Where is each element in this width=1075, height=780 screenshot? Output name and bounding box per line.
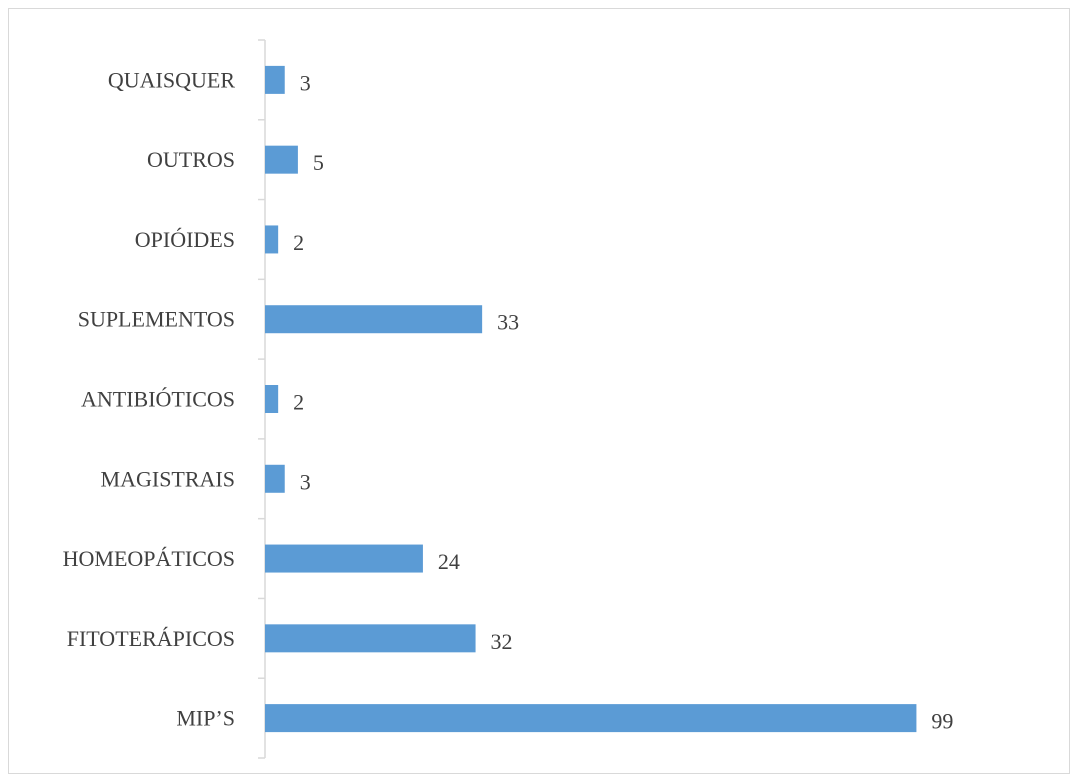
bar: [265, 145, 298, 174]
data-label: 3: [300, 70, 311, 95]
data-label: 33: [497, 310, 519, 335]
category-label: HOMEOPÁTICOS: [63, 546, 235, 571]
data-label: 32: [491, 629, 513, 654]
chart-frame: [8, 8, 1070, 774]
bar: [265, 65, 285, 94]
data-label: 5: [313, 150, 324, 175]
category-label: OPIÓIDES: [135, 227, 235, 252]
bar: [265, 385, 279, 413]
category-label: SUPLEMENTOS: [78, 307, 235, 332]
data-label: 3: [300, 469, 311, 494]
category-label: FITOTERÁPICOS: [67, 626, 235, 651]
bar: [265, 624, 476, 653]
category-label: MIP’S: [176, 706, 235, 731]
data-label: 2: [293, 230, 304, 255]
bar: [265, 305, 483, 334]
data-label: 99: [931, 709, 953, 734]
category-label: QUAISQUER: [108, 67, 235, 92]
bar: [265, 225, 279, 254]
bar: [265, 544, 423, 573]
bar: [265, 464, 285, 493]
bar: [265, 704, 917, 733]
axis-layer: [258, 39, 266, 759]
category-label: MAGISTRAIS: [101, 466, 235, 491]
category-label: ANTIBIÓTICOS: [81, 387, 235, 412]
category-label: OUTROS: [147, 147, 235, 172]
data-label: 24: [438, 549, 460, 574]
data-label: 2: [293, 390, 304, 415]
bars-layer: [265, 65, 917, 733]
